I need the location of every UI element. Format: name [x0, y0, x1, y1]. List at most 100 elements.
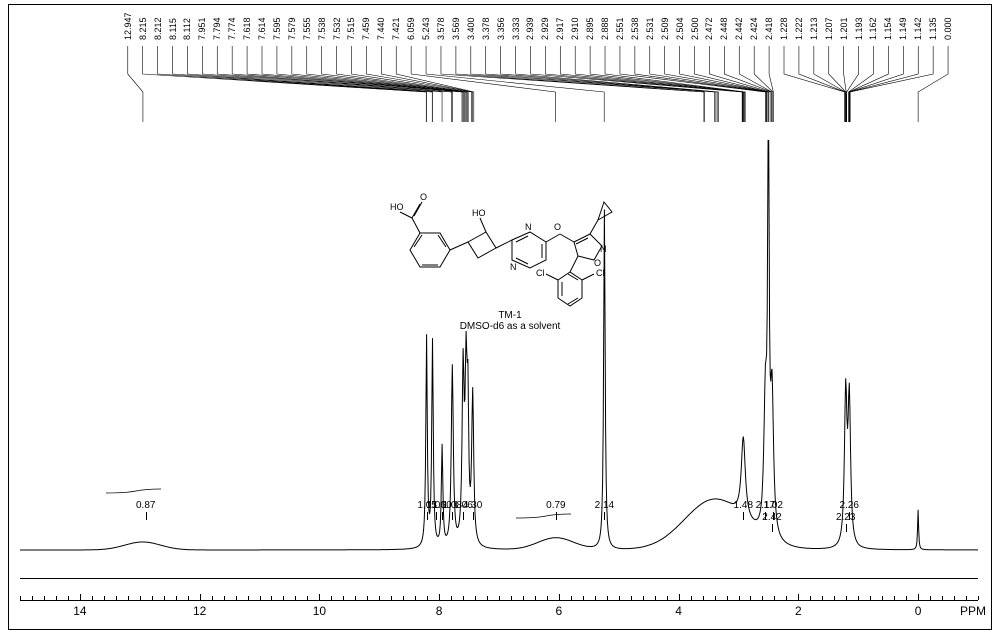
axis-minor-tick: [679, 596, 680, 600]
axis-minor-tick: [571, 596, 572, 600]
integral-label: 2.26: [840, 500, 859, 511]
axis-minor-tick: [894, 596, 895, 600]
axis-minor-tick: [463, 596, 464, 600]
axis-minor-tick: [379, 596, 380, 600]
axis-tick-label: 10: [313, 604, 326, 618]
axis-tick-label: 14: [73, 604, 86, 618]
axis-minor-tick: [810, 596, 811, 600]
axis-minor-tick: [128, 596, 129, 600]
axis-minor-tick: [260, 596, 261, 600]
integral-tick: [442, 512, 443, 520]
axis-minor-tick: [212, 596, 213, 600]
axis-minor-tick: [906, 596, 907, 600]
peak-drop-line: [0, 0, 1000, 140]
axis-minor-tick: [236, 596, 237, 600]
axis-minor-tick: [703, 596, 704, 600]
atom-cl1: Cl: [536, 268, 545, 278]
axis-minor-tick: [547, 596, 548, 600]
axis-minor-tick: [152, 596, 153, 600]
axis-minor-tick: [331, 596, 332, 600]
axis-minor-tick: [439, 596, 440, 600]
axis-minor-tick: [271, 596, 272, 600]
molecule-caption: TM-1 DMSO-d6 as a solvent: [440, 310, 580, 332]
integral-label: 4.30: [463, 500, 482, 511]
axis-minor-tick: [798, 596, 799, 600]
axis-minor-tick: [499, 596, 500, 600]
atom-o1: O: [420, 192, 427, 202]
axis-minor-tick: [715, 596, 716, 600]
axis-minor-tick: [295, 596, 296, 600]
axis-minor-tick: [583, 596, 584, 600]
axis-minor-tick: [68, 596, 69, 600]
atom-ho2: HO: [472, 208, 486, 218]
integral-tick: [146, 512, 147, 520]
axis-ruler-line: [20, 600, 978, 601]
integral-tick: [436, 512, 437, 520]
integral-curve: [516, 510, 576, 530]
axis-minor-tick: [475, 596, 476, 600]
axis-unit-label: PPM: [960, 604, 986, 618]
integral-tick: [604, 512, 605, 520]
axis-minor-tick: [248, 596, 249, 600]
atom-n2: N: [510, 262, 517, 272]
axis-minor-tick: [643, 596, 644, 600]
integral-tick: [473, 512, 474, 520]
axis-minor-tick: [727, 596, 728, 600]
axis-minor-tick: [116, 596, 117, 600]
axis-minor-tick: [822, 596, 823, 600]
axis-minor-tick: [595, 596, 596, 600]
axis-minor-tick: [307, 596, 308, 600]
axis-minor-tick: [559, 596, 560, 600]
axis-tick-label: 0: [915, 604, 922, 618]
molecule-name: TM-1: [440, 310, 580, 321]
integral-curve: [106, 485, 166, 505]
axis-minor-tick: [954, 596, 955, 600]
axis-minor-tick: [631, 596, 632, 600]
axis-minor-tick: [966, 596, 967, 600]
axis-minor-tick: [511, 596, 512, 600]
axis-minor-tick: [655, 596, 656, 600]
axis-minor-tick: [523, 596, 524, 600]
axis-minor-tick: [667, 596, 668, 600]
axis-tick-label: 6: [556, 604, 563, 618]
axis-minor-tick: [403, 596, 404, 600]
axis-minor-tick: [427, 596, 428, 600]
integral-tick: [773, 512, 774, 520]
integral-label: 1.02: [763, 500, 782, 511]
axis-minor-tick: [176, 596, 177, 600]
axis-minor-tick: [774, 596, 775, 600]
integral-tick: [772, 524, 773, 532]
axis-minor-tick: [391, 596, 392, 600]
axis-minor-tick: [164, 596, 165, 600]
axis-minor-tick: [762, 596, 763, 600]
atom-ho: HO: [390, 202, 404, 212]
integral-tick: [846, 524, 847, 532]
axis-tick-label: 8: [436, 604, 443, 618]
atom-o3: O: [594, 258, 601, 268]
axis-minor-tick: [80, 596, 81, 600]
axis-minor-tick: [283, 596, 284, 600]
axis-minor-tick: [92, 596, 93, 600]
axis-minor-tick: [32, 596, 33, 600]
integral-label: 2.42: [762, 512, 781, 523]
integral-tick: [463, 512, 464, 520]
atom-n3: N: [600, 244, 607, 254]
axis-minor-tick: [224, 596, 225, 600]
axis-minor-tick: [619, 596, 620, 600]
atom-o2: O: [554, 222, 561, 232]
integral-label: 2.14: [595, 500, 614, 511]
axis-minor-tick: [367, 596, 368, 600]
axis-minor-tick: [882, 596, 883, 600]
axis-baseline: [20, 578, 978, 579]
axis-minor-tick: [188, 596, 189, 600]
axis-minor-tick: [978, 596, 979, 600]
axis-minor-tick: [918, 596, 919, 600]
axis-minor-tick: [930, 596, 931, 600]
axis-minor-tick: [846, 596, 847, 600]
axis-minor-tick: [691, 596, 692, 600]
axis-minor-tick: [343, 596, 344, 600]
axis-minor-tick: [319, 596, 320, 600]
axis-tick-label: 12: [193, 604, 206, 618]
axis-minor-tick: [535, 596, 536, 600]
axis-minor-tick: [739, 596, 740, 600]
